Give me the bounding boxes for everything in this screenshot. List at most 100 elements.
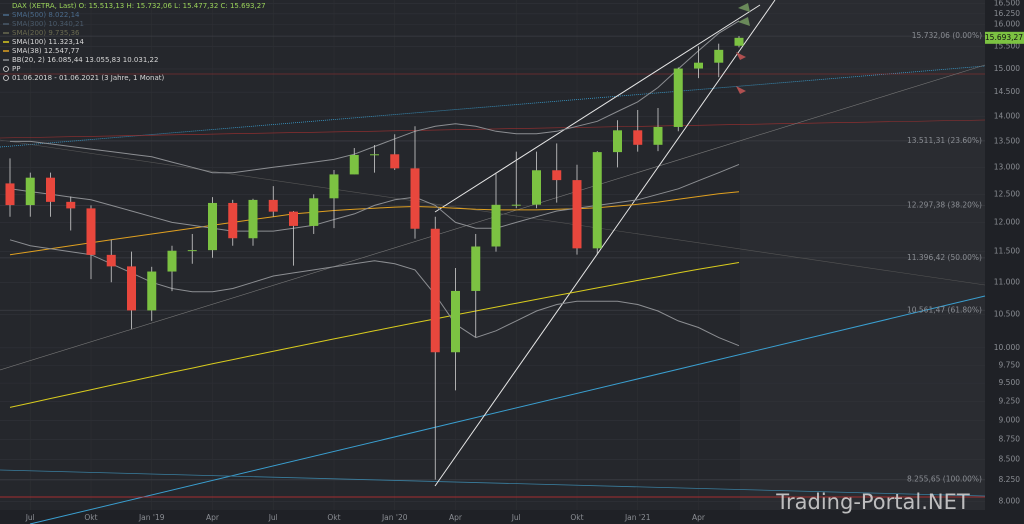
y-tick-label: 10.500 bbox=[994, 309, 1020, 318]
y-tick-label: 9.750 bbox=[999, 360, 1021, 369]
legend: DAX (XETRA, Last) O: 15.513,13 H: 15.732… bbox=[3, 2, 266, 82]
candle-body bbox=[228, 202, 238, 239]
axes: 8.000 8.250 8.500 8.750 9.000 9.250 9.500 9.750… bbox=[25, 0, 1024, 522]
legend-title: DAX (XETRA, Last) O: 15.513,13 H: 15.732… bbox=[12, 2, 266, 10]
x-tick-label: Jan '20 bbox=[381, 513, 408, 522]
candle-body bbox=[25, 177, 35, 206]
y-tick-label: 9.250 bbox=[999, 396, 1021, 405]
fib-label: 8.255,65 (100.00%) bbox=[907, 475, 982, 484]
y-tick-label: 8.750 bbox=[999, 435, 1021, 444]
y-tick-label: 8.500 bbox=[999, 455, 1021, 464]
grid bbox=[0, 3, 985, 502]
y-tick-label: 9.500 bbox=[999, 378, 1021, 387]
legend-entry: BB(20, 2) 16.085,44 13.055,83 10.031,22 bbox=[12, 56, 158, 64]
y-tick-label: 8.000 bbox=[999, 496, 1021, 505]
candle-body bbox=[390, 154, 400, 169]
legend-entry: PP bbox=[12, 65, 20, 73]
candle-body bbox=[329, 174, 339, 199]
x-tick-label: Okt bbox=[570, 513, 583, 522]
last-price-label: 15.693,27 bbox=[985, 33, 1023, 42]
y-tick-label: 16.250 bbox=[994, 9, 1020, 18]
indicator-line bbox=[9, 163, 740, 232]
candle-body bbox=[532, 170, 541, 205]
y-tick-label: 11.500 bbox=[994, 247, 1020, 256]
y-tick-label: 14.500 bbox=[994, 87, 1020, 96]
candle-body bbox=[633, 130, 643, 145]
candle-body bbox=[471, 246, 481, 291]
y-tick-label: 15.500 bbox=[994, 41, 1020, 50]
candle-body bbox=[552, 170, 562, 181]
watermark: Trading-Portal.NET bbox=[775, 490, 970, 514]
candle-body bbox=[208, 202, 217, 251]
x-tick-label: Apr bbox=[692, 513, 706, 522]
candle-body bbox=[410, 168, 420, 229]
candle-body bbox=[451, 290, 460, 353]
y-tick-label: 12.500 bbox=[994, 189, 1020, 198]
candle-body bbox=[653, 126, 663, 145]
candle-body bbox=[349, 154, 359, 175]
candle-body bbox=[5, 183, 15, 206]
legend-icon bbox=[3, 66, 9, 72]
date-range: 01.06.2018 - 01.06.2021 (3 Jahre, 1 Mona… bbox=[12, 74, 165, 82]
legend-entry: SMA(500) 8.022,14 bbox=[12, 11, 80, 19]
candle-body bbox=[289, 211, 298, 226]
x-tick-label: Apr bbox=[449, 513, 463, 522]
y-tick-label: 13.500 bbox=[994, 136, 1020, 145]
x-tick-label: Okt bbox=[327, 513, 340, 522]
y-tick-label: 11.000 bbox=[994, 277, 1020, 286]
candle-body bbox=[430, 228, 440, 353]
indicator-line bbox=[9, 262, 740, 408]
x-tick-label: Okt bbox=[84, 513, 97, 522]
legend-entry: SMA(100) 11.323,14 bbox=[12, 38, 84, 46]
fib-label: 15.732,06 (0.00%) bbox=[912, 31, 982, 40]
candle-body bbox=[714, 49, 724, 63]
candle-body bbox=[248, 199, 258, 239]
candle-body bbox=[46, 177, 55, 202]
legend-entry: SMA(200) 9.735,36 bbox=[12, 29, 80, 37]
y-tick-label: 10.000 bbox=[994, 343, 1020, 352]
candle-body bbox=[187, 250, 197, 252]
y-tick-label: 15.000 bbox=[994, 64, 1020, 73]
candle-body bbox=[572, 180, 582, 249]
legend-entry: SMA(38) 12.547,77 bbox=[12, 47, 80, 55]
legend-entry: SMA(300) 10.340,21 bbox=[12, 20, 84, 28]
candles bbox=[5, 36, 744, 480]
candle-body bbox=[66, 201, 76, 209]
candle-body bbox=[694, 62, 703, 69]
x-tick-label: Jul bbox=[25, 513, 35, 522]
legend-icon bbox=[3, 75, 9, 81]
fib-label: 12.297,38 (38.20%) bbox=[907, 201, 982, 210]
candle-body bbox=[734, 37, 744, 46]
candle-body bbox=[147, 271, 157, 311]
signal-arrows bbox=[736, 3, 750, 94]
candle-body bbox=[511, 204, 521, 206]
candle-body bbox=[370, 154, 379, 156]
candle-body bbox=[613, 130, 622, 153]
candle-body bbox=[167, 250, 177, 272]
y-tick-label: 16.500 bbox=[994, 0, 1020, 7]
x-tick-label: Jan '21 bbox=[624, 513, 651, 522]
fib-label: 10.561,47 (61.80%) bbox=[907, 305, 982, 314]
candle-body bbox=[106, 254, 116, 267]
candle-body bbox=[86, 208, 96, 255]
candle-body bbox=[268, 199, 278, 212]
y-tick-label: 12.000 bbox=[994, 217, 1020, 226]
candle-body bbox=[673, 68, 683, 127]
y-tick-label: 16.000 bbox=[994, 19, 1020, 28]
y-tick-label: 14.000 bbox=[994, 111, 1020, 120]
x-tick-label: Jul bbox=[268, 513, 278, 522]
candle-body bbox=[592, 152, 602, 249]
y-tick-label: 8.250 bbox=[999, 475, 1021, 484]
fib-label: 13.511,31 (23.60%) bbox=[907, 136, 982, 145]
indicator-line bbox=[9, 191, 740, 256]
y-tick-label: 13.000 bbox=[994, 162, 1020, 171]
y-tick-label: 9.000 bbox=[999, 415, 1021, 424]
candle-body bbox=[491, 204, 501, 247]
candle-body bbox=[127, 266, 136, 311]
last-price-box bbox=[985, 31, 1024, 44]
candle-body bbox=[309, 198, 319, 226]
fib-label: 11.396,42 (50.00%) bbox=[907, 253, 982, 262]
x-tick-label: Apr bbox=[206, 513, 220, 522]
x-tick-label: Jan '19 bbox=[138, 513, 165, 522]
